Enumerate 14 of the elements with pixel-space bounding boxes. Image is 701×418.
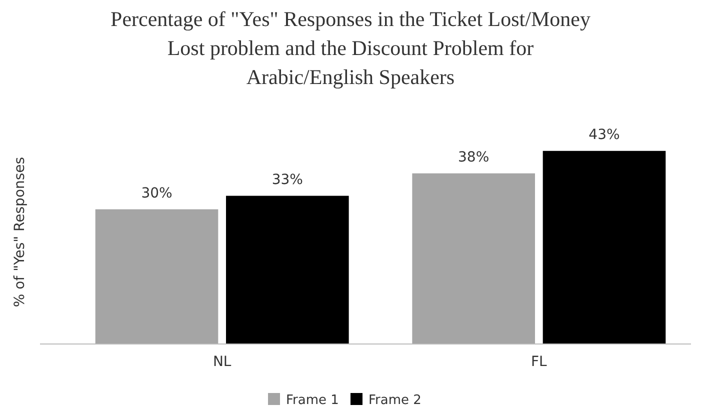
- y-axis-title: % of "Yes" Responses: [12, 156, 28, 308]
- x-tick-label: NL: [212, 354, 232, 370]
- data-label: 38%: [458, 149, 490, 166]
- data-label: 43%: [588, 126, 620, 143]
- legend-label: Frame 1: [286, 393, 339, 408]
- data-label: 33%: [272, 172, 303, 188]
- bar: [542, 150, 666, 344]
- bar: [226, 196, 349, 344]
- x-tick-label: FL: [530, 354, 548, 370]
- legend-label: Frame 2: [368, 393, 422, 408]
- bar: [95, 209, 218, 344]
- data-label: 30%: [141, 185, 172, 202]
- bar: [412, 173, 535, 344]
- chart-title: Percentage of "Yes" Responses in the Ticket Lost/Money Lost problem and the Discount Problem for Arabic/English Speakers: [110, 7, 591, 89]
